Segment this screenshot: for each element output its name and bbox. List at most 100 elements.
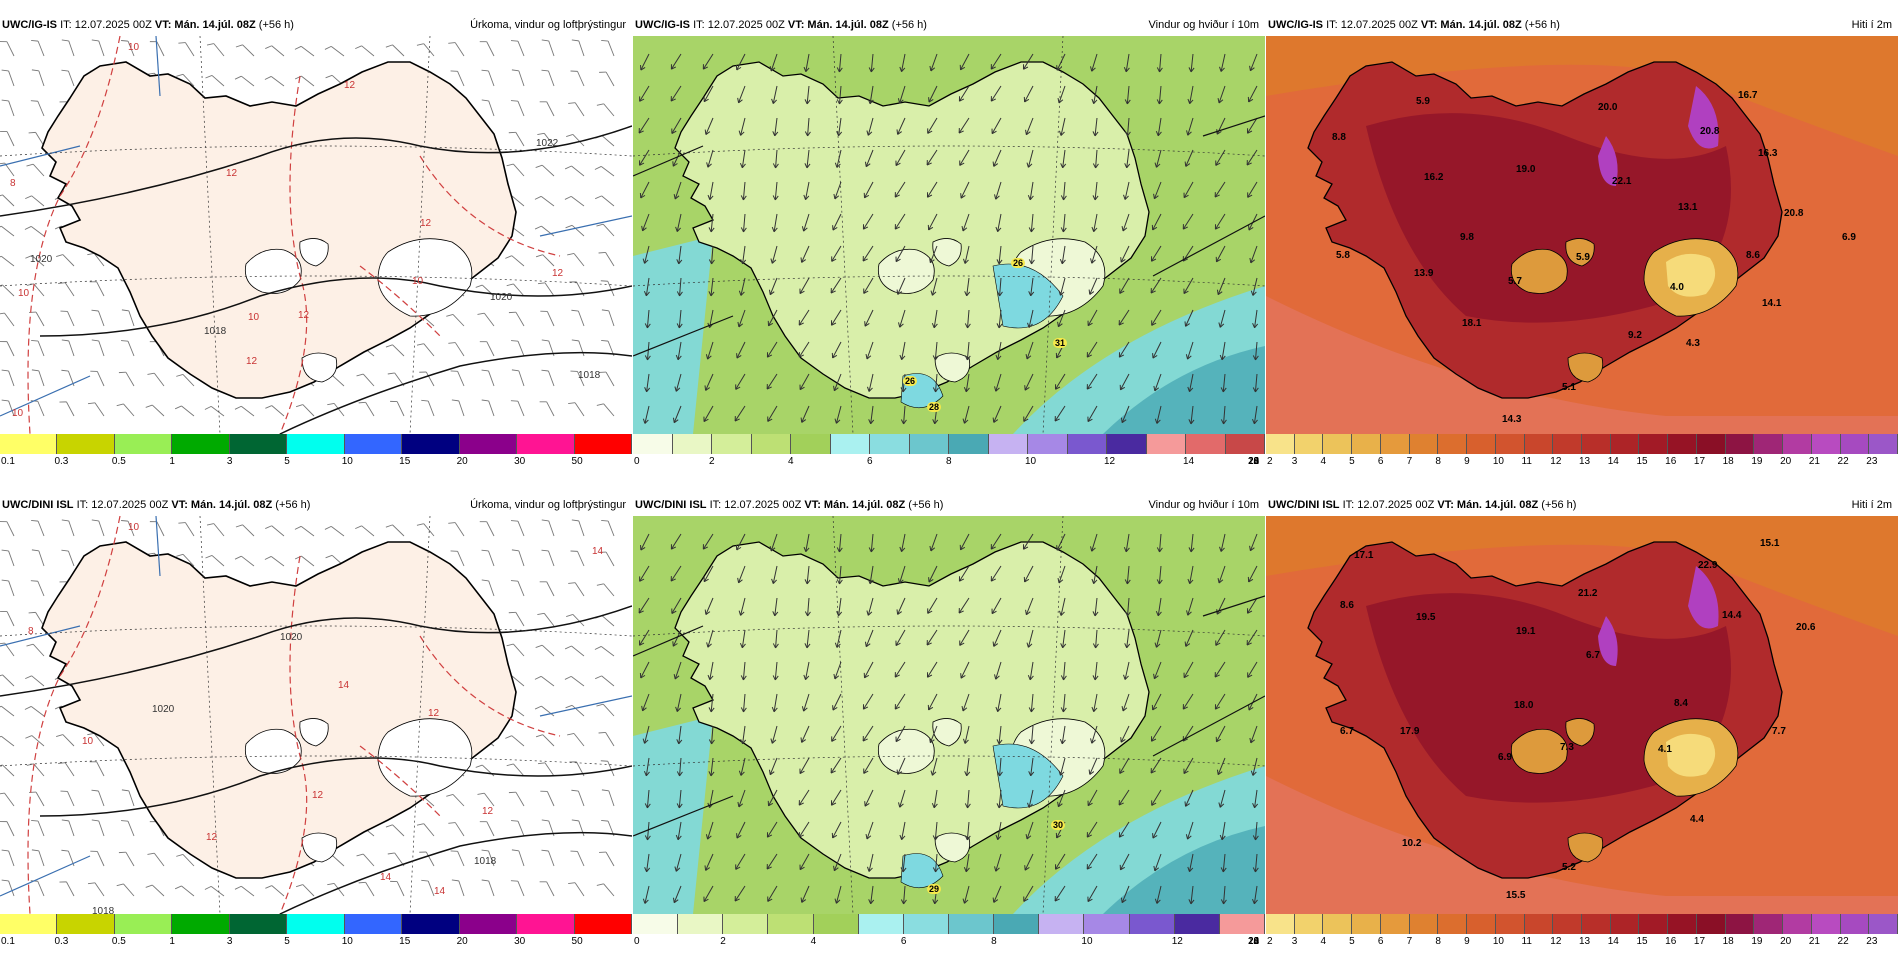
legend-swatch — [1668, 914, 1697, 934]
forecast-panel-wind: UWC/IG-IS IT: 12.07.2025 00Z VT: Mán. 14… — [633, 14, 1265, 474]
legend-swatch — [460, 914, 517, 934]
temperature-label: 15.1 — [1760, 538, 1779, 549]
lead-time: (+56 h) — [1525, 19, 1560, 31]
init-time: IT: 12.07.2025 00Z — [77, 499, 169, 511]
legend-swatch — [1381, 914, 1410, 934]
legend-tick: 2 — [709, 456, 715, 467]
legend-swatch — [831, 434, 871, 454]
temperature-label: 13.1 — [1678, 202, 1697, 213]
legend-swatch — [1130, 914, 1175, 934]
precip-contour-label: 14 — [380, 872, 391, 883]
gust-label: 26 — [1011, 258, 1025, 268]
legend-swatch — [1726, 434, 1755, 454]
legend-swatch — [1525, 434, 1554, 454]
legend-swatch — [1039, 914, 1084, 934]
legend-swatch — [994, 914, 1039, 934]
legend-tick: 15 — [399, 936, 410, 947]
legend-swatch — [633, 434, 673, 454]
panel-title: Úrkoma, vindur og loftþrýstingur — [470, 14, 626, 36]
legend-swatch — [230, 914, 287, 934]
precip-contour-label: 14 — [592, 546, 603, 557]
legend-swatch — [1553, 434, 1582, 454]
legend-tick: 16 — [1665, 456, 1676, 467]
model-name: UWC/IG-IS — [635, 19, 690, 31]
legend-swatch — [345, 434, 402, 454]
legend-tick: 0 — [634, 936, 640, 947]
forecast-panel-wind: UWC/DINI ISL IT: 12.07.2025 00Z VT: Mán.… — [633, 494, 1265, 954]
panel-title: Vindur og hviður í 10m — [1149, 14, 1259, 36]
legend-tick: 30 — [514, 456, 525, 467]
legend-tick: 10 — [1081, 936, 1092, 947]
precip-contour-label: 12 — [482, 806, 493, 817]
legend-tick: 2 — [1267, 456, 1273, 467]
legend-tick: 15 — [399, 456, 410, 467]
legend-swatch — [678, 914, 723, 934]
gust-label: 30 — [1051, 820, 1065, 830]
legend-tick: 4 — [788, 456, 794, 467]
legend-tick: 28 — [1248, 456, 1259, 467]
map-area[interactable]: 30 29 — [633, 516, 1265, 914]
isobar-label: 1020 — [280, 632, 302, 643]
forecast-panel-temp: UWC/DINI ISL IT: 12.07.2025 00Z VT: Mán.… — [1266, 494, 1898, 954]
precip-contour-label: 12 — [344, 80, 355, 91]
legend-swatch — [949, 434, 989, 454]
legend-tick: 18 — [1723, 456, 1734, 467]
legend-swatch — [1869, 434, 1898, 454]
legend-tick: 19 — [1751, 936, 1762, 947]
temperature-label: 6.7 — [1586, 650, 1600, 661]
model-name: UWC/IG-IS — [1268, 19, 1323, 31]
lead-time: (+56 h) — [908, 499, 943, 511]
init-time: IT: 12.07.2025 00Z — [60, 19, 152, 31]
precip-contour-label: 12 — [246, 356, 257, 367]
precip-contour-label: 10 — [18, 288, 29, 299]
legend-swatch — [1266, 914, 1295, 934]
legend-swatch — [712, 434, 752, 454]
legend-tick: 3 — [227, 936, 233, 947]
legend-swatch — [1410, 914, 1439, 934]
valid-time: VT: Mán. 14.júl. 08Z — [804, 499, 905, 511]
legend-swatch — [1438, 434, 1467, 454]
gust-label: 26 — [903, 376, 917, 386]
temperature-label: 22.9 — [1698, 560, 1717, 571]
valid-time: VT: Mán. 14.júl. 08Z — [155, 19, 256, 31]
panel-run-info: UWC/IG-IS IT: 12.07.2025 00Z VT: Mán. 14… — [1268, 14, 1560, 36]
legend-swatch — [949, 914, 994, 934]
temperature-label: 10.2 — [1402, 838, 1421, 849]
temperature-label: 21.2 — [1578, 588, 1597, 599]
temperature-label: 16.3 — [1758, 148, 1777, 159]
legend-tick: 20 — [457, 456, 468, 467]
legend-tick: 19 — [1751, 456, 1762, 467]
legend-tick: 10 — [1025, 456, 1036, 467]
gust-label: 29 — [927, 884, 941, 894]
temperature-label: 8.8 — [1332, 132, 1346, 143]
legend-tick: 10 — [342, 456, 353, 467]
temperature-label: 20.0 — [1598, 102, 1617, 113]
temperature-label: 14.3 — [1502, 414, 1521, 425]
temperature-label: 5.9 — [1416, 96, 1430, 107]
precip-contour-label: 14 — [434, 886, 445, 897]
legend-swatch — [345, 914, 402, 934]
legend-swatch — [1295, 914, 1324, 934]
temperature-label: 7.3 — [1560, 742, 1574, 753]
temperature-label: 14.4 — [1722, 610, 1741, 621]
valid-time: VT: Mán. 14.júl. 08Z — [1421, 19, 1522, 31]
legend-tick: 2 — [720, 936, 726, 947]
init-time: IT: 12.07.2025 00Z — [1326, 19, 1418, 31]
legend-tick: 8 — [1435, 456, 1441, 467]
legend-tick: 23 — [1866, 936, 1877, 947]
temperature-label: 6.9 — [1842, 232, 1856, 243]
isobar-label: 1022 — [536, 138, 558, 149]
temperature-label: 5.1 — [1562, 382, 1576, 393]
legend-tick: 17 — [1694, 456, 1705, 467]
legend-swatch — [989, 434, 1029, 454]
precip-contour-label: 12 — [420, 218, 431, 229]
legend-tick: 20 — [1780, 936, 1791, 947]
isobar-label: 1020 — [30, 254, 52, 265]
